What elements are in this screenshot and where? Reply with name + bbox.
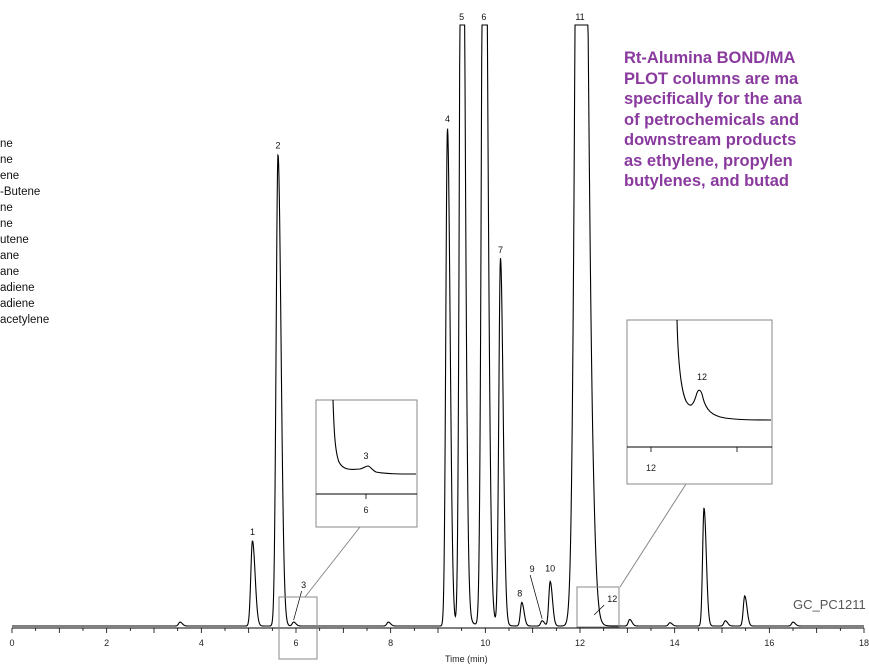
headline-line-4: of petrochemicals and: [624, 110, 800, 129]
inset-peak-12-tick-label: 12: [646, 463, 656, 473]
x-tick-label: 6: [293, 638, 298, 648]
chromatogram-trace: [12, 24, 864, 627]
zoom-connector-3: [304, 526, 361, 598]
peak-label-6: 6: [481, 12, 486, 22]
zoom-connector-12: [619, 483, 687, 588]
inset-peak-3-label: 3: [363, 451, 368, 461]
peak-legend: ne ne ene -Butene ne ne utene ane ane ad…: [0, 136, 49, 328]
peak-label-7: 7: [498, 245, 503, 255]
peak-label-8: 8: [517, 588, 522, 598]
x-tick-label: 0: [9, 638, 14, 648]
legend-item-1: ne: [0, 138, 13, 150]
x-tick-label: 10: [480, 638, 490, 648]
peak-label-3: 3: [301, 580, 306, 590]
inset-peak-12-trace: [676, 319, 772, 421]
peak-label-9: 9: [530, 564, 535, 574]
x-tick-label: 16: [764, 638, 774, 648]
peak-leader-3: [293, 590, 302, 621]
legend-item-8: ane: [0, 250, 20, 262]
legend-item-6: ne: [0, 218, 13, 230]
peak-label-12: 12: [607, 594, 617, 604]
x-tick-label: 4: [199, 638, 204, 648]
headline-line-1: Rt-Alumina BOND/MA: [624, 49, 796, 67]
legend-item-5: ne: [0, 202, 13, 214]
legend-item-10: adiene: [0, 282, 35, 294]
legend-item-11: adiene: [0, 298, 35, 310]
x-tick-label: 14: [670, 638, 680, 648]
headline-line-3: specifically for the ana: [624, 90, 802, 108]
legend-item-3: ene: [0, 170, 20, 182]
x-tick-label: 8: [388, 638, 393, 648]
zoom-box-peak-3: [278, 596, 318, 660]
legend-item-7: utene: [0, 234, 29, 246]
peak-label-10: 10: [545, 563, 555, 573]
inset-peak-3-trace: [332, 399, 417, 475]
legend-item-12: acetylene: [0, 314, 50, 326]
x-tick-label: 2: [104, 638, 109, 648]
headline-line-6: as ethylene, propylen: [624, 151, 793, 170]
column-description: Rt-Alumina BOND/MA PLOT columns are ma s…: [624, 48, 869, 192]
figure-code: GC_PC1211: [793, 597, 866, 612]
peak-label-4: 4: [445, 114, 450, 124]
peak-leader-12: [593, 604, 605, 616]
inset-peak-12-label: 12: [697, 372, 707, 382]
headline-line-2: PLOT columns are ma: [624, 69, 799, 88]
headline-line-7: butylenes, and butad: [624, 172, 790, 190]
x-tick-label: 18: [859, 638, 869, 648]
peak-label-11: 11: [575, 12, 584, 22]
peak-label-2: 2: [276, 140, 281, 150]
inset-peak-3-tick-label: 6: [363, 505, 368, 515]
inset-peak-12-frame: [626, 319, 773, 485]
peak-leader-9: [529, 574, 543, 619]
peak-label-5: 5: [459, 12, 464, 22]
legend-item-4: -Butene: [0, 186, 41, 198]
inset-peak-3-frame: [315, 399, 418, 528]
x-axis-label: Time (min): [445, 654, 488, 664]
headline-line-5: downstream products: [624, 131, 797, 149]
x-tick-label: 12: [575, 638, 585, 648]
peak-label-1: 1: [250, 527, 255, 537]
legend-item-9: ane: [0, 266, 20, 278]
zoom-box-peak-12: [576, 586, 620, 628]
legend-item-2: ne: [0, 154, 13, 166]
